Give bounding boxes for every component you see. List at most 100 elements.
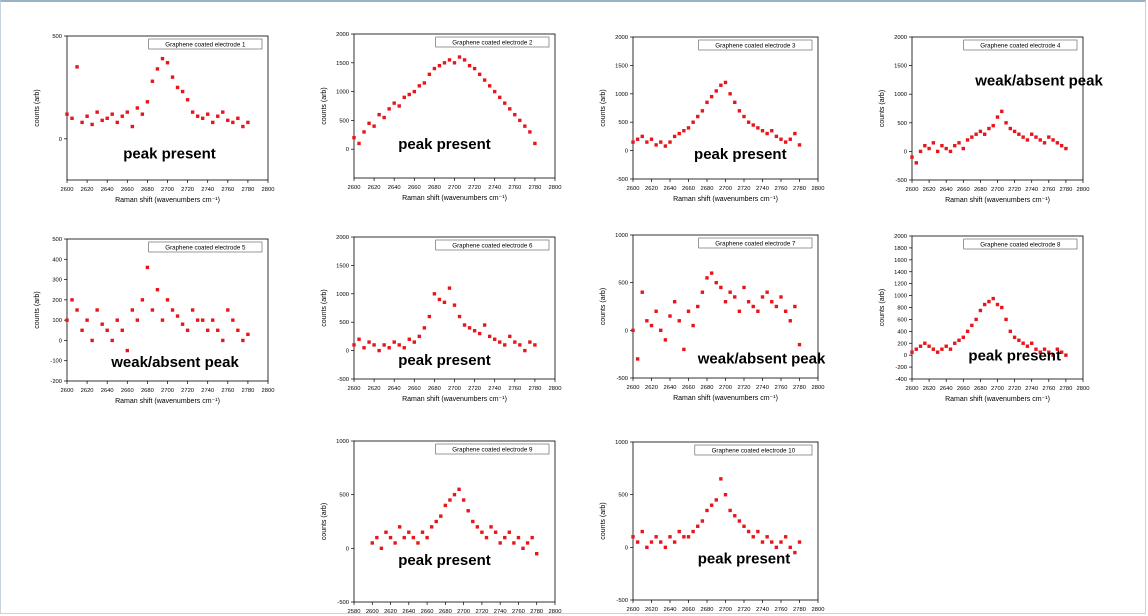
data-point [221,110,225,114]
data-point [120,328,124,332]
data-point [462,323,467,327]
y-tick-label: 500 [339,118,349,124]
y-axis-label: counts (arb) [600,288,607,325]
x-tick-label: 2660 [682,186,695,192]
data-point [439,514,443,518]
x-tick-label: 2700 [448,185,461,191]
chart-title-box [435,36,550,48]
data-point [437,63,442,68]
data-point [432,66,437,71]
data-point [779,137,783,141]
data-point [452,61,457,65]
data-point [200,116,205,120]
x-tick-label: 2680 [701,607,714,613]
y-tick-label: 1000 [894,294,907,300]
y-tick-label: -200 [50,379,62,385]
data-point [1012,335,1017,339]
data-point [746,300,751,304]
data-point [498,541,502,545]
chart-title: Graphene coated electrode 9 [452,447,533,454]
data-point [1042,141,1047,145]
data-point [226,308,230,312]
chart-title: Graphene coated electrode 7 [715,241,796,248]
x-tick-label: 2720 [181,388,194,394]
y-tick-label: 0 [59,338,62,344]
data-point [231,318,235,322]
data-point [686,309,691,313]
x-tick-label: 2600 [348,185,361,191]
data-points [631,271,802,361]
data-point [668,140,672,144]
x-tick-label: 2660 [121,388,134,394]
y-tick-label: 500 [52,237,62,243]
data-point [382,343,386,347]
data-point [700,109,705,113]
data-point [452,492,457,497]
plot-area-frame [911,36,1084,181]
data-point [498,340,502,344]
data-point [672,540,677,544]
chart-title: Graphene coated electrode 3 [715,43,796,50]
data-point [728,508,732,513]
data-point [982,132,987,136]
y-tick-label: 0 [346,147,349,153]
data-point [714,89,718,93]
data-points [352,55,537,146]
x-tick-label: 2740 [756,186,769,192]
data-point [765,290,769,294]
data-point [645,140,649,144]
y-tick-label: 0 [625,328,628,334]
y-axis-label: counts (arb) [34,291,41,328]
data-points [910,296,1068,357]
data-point [427,314,432,319]
data-point [105,116,109,120]
data-points [352,286,537,353]
x-tick-label: 2680 [701,385,714,391]
y-tick-label: 500 [339,320,349,326]
data-point [1064,353,1068,357]
data-point [160,56,165,61]
y-tick-label: 2000 [894,234,907,240]
x-tick-label: 2760 [775,186,788,192]
data-point [691,120,695,124]
data-point [1025,344,1030,348]
x-tick-label: 2720 [181,187,194,193]
data-point [211,120,215,125]
y-tick-label: -200 [895,365,907,371]
data-point [677,131,681,136]
x-axis-label: Raman shift (wavenumbers cm⁻¹) [402,396,507,403]
data-point [728,290,732,294]
data-point [518,118,522,123]
x-tick-label: 2780 [793,385,806,391]
x-tick-label: 2640 [664,385,677,391]
x-tick-label: 2620 [81,187,94,193]
x-tick-label: 2720 [1008,187,1021,193]
y-tick-label: -400 [895,377,907,383]
x-tick-label: 2600 [627,607,640,613]
data-point [668,535,672,539]
data-point [170,308,175,312]
data-point [914,161,918,165]
data-point [535,552,539,556]
data-point [477,72,482,77]
x-tick-label: 2760 [1042,386,1055,392]
data-point [682,347,686,352]
data-point [125,110,129,114]
chart-title-box [963,238,1078,250]
data-point [961,335,965,339]
data-point [402,535,406,540]
data-point [691,529,695,534]
data-point [442,61,447,65]
x-tick-label: 2800 [262,187,275,193]
data-point [145,100,150,104]
x-tick-label: 2780 [1059,386,1072,392]
data-point [961,146,965,151]
data-point [392,101,396,105]
data-point [155,67,160,71]
chart-4: 2600 2620 2640 2660 2680 2700 2720 2740 2760 2780… [879,35,1103,204]
data-point [1017,338,1021,342]
x-tick-label: 2780 [793,186,806,192]
data-point [165,61,170,65]
data-point [422,326,427,330]
y-tick-label: 0 [346,349,349,355]
